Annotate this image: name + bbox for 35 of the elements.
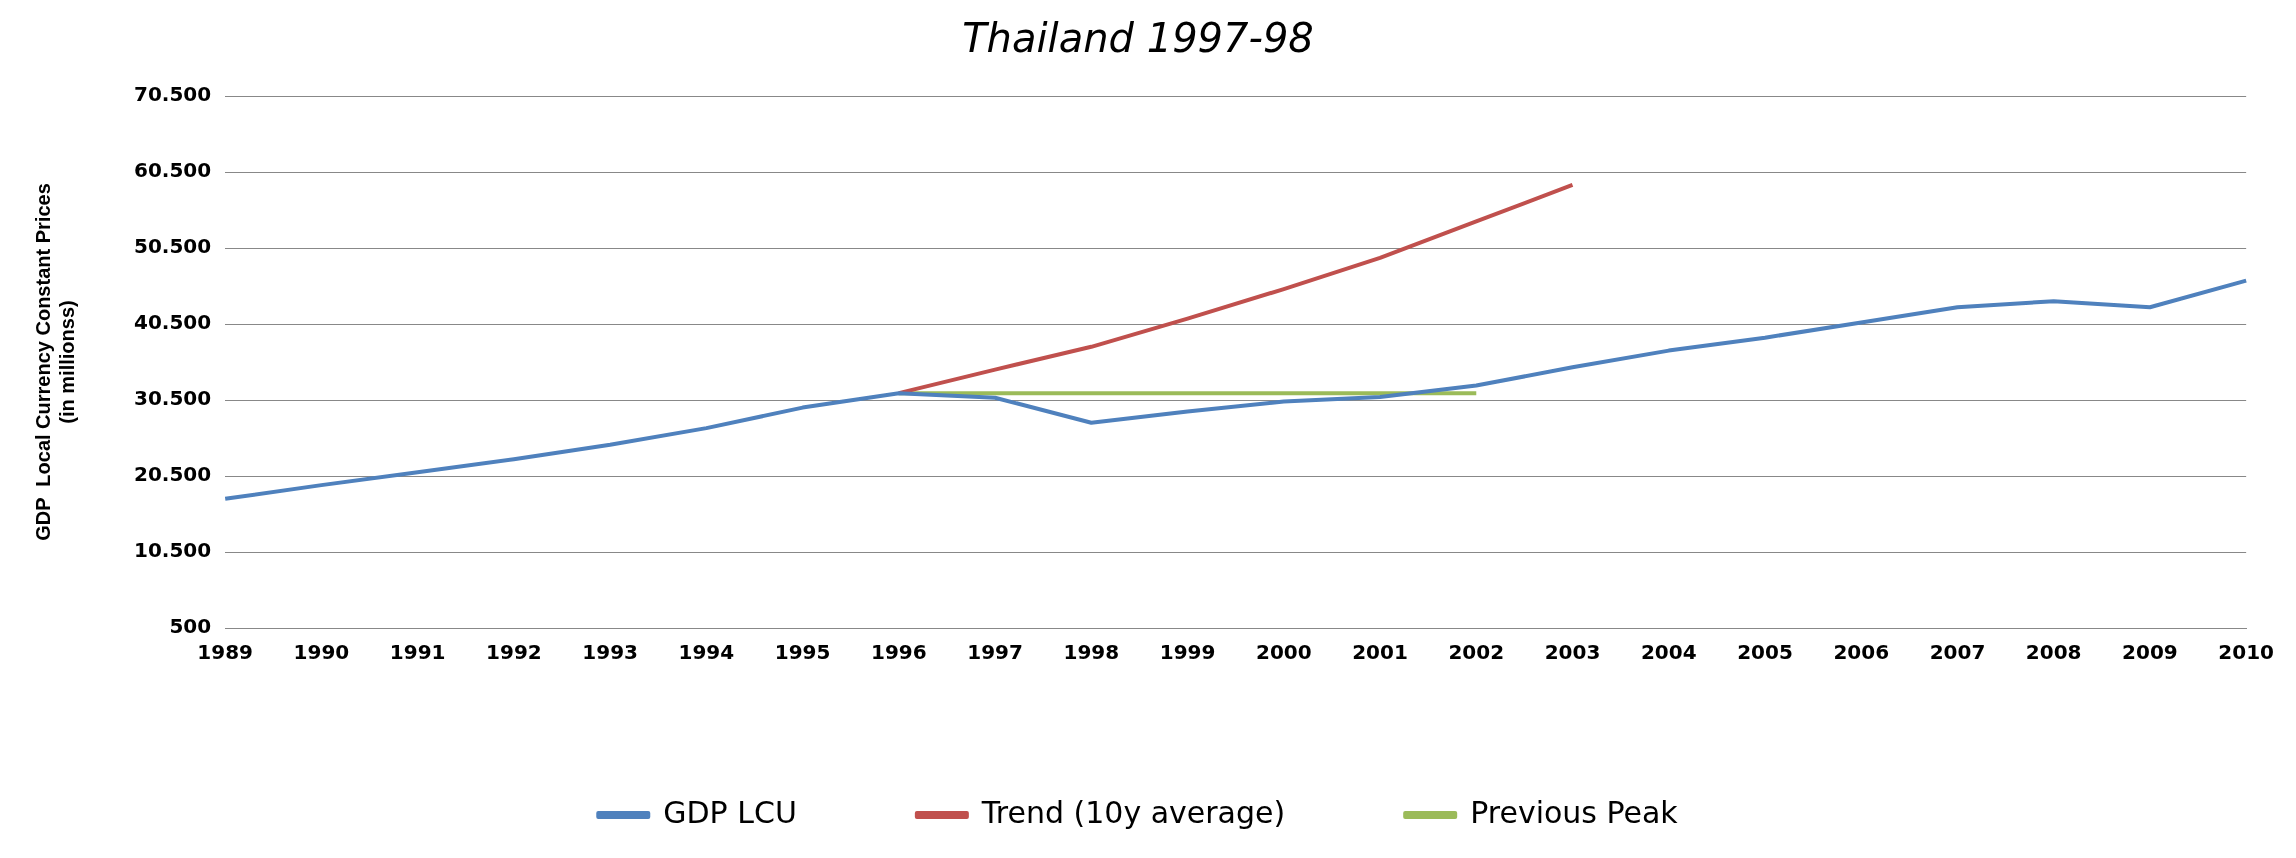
x-tick-label: 1997 [967,640,1023,665]
legend-label: Previous Peak [1470,794,1679,830]
y-tick-label: 40.500 [133,310,212,335]
x-tick-label: 2002 [1448,640,1505,665]
x-tick-label: 2004 [1640,640,1697,665]
x-tick-label: 2000 [1255,640,1312,665]
x-tick-label: 1992 [486,640,542,665]
y-tick-label: 500 [169,614,212,639]
x-tick-label: 1990 [293,640,350,665]
chart-title: Thailand 1997-98 [962,15,1314,62]
x-tick-label: 1996 [871,640,927,665]
x-tick-label: 1991 [389,640,446,665]
y-axis-title: GDP Local Currency Constant Prices (in millionss) [31,183,78,541]
y-tick-label: 30.500 [133,386,212,411]
x-tick-label: 2005 [1737,640,1793,665]
y-tick-label: 50.500 [133,234,212,259]
y-tick-label: 10.500 [133,538,212,563]
x-tick-label: 2006 [1833,640,1890,665]
y-tick-label: 70.500 [133,82,212,107]
x-tick-label: 1999 [1159,640,1216,665]
legend-label: Trend (10y average) [980,794,1286,830]
x-tick-label: 1989 [197,640,254,665]
legend-label: GDP LCU [663,794,797,830]
x-tick-label: 2009 [2122,640,2178,665]
x-tick-label: 1998 [1063,640,1120,665]
x-tick-label: 2001 [1352,640,1408,665]
y-tick-label: 20.500 [133,462,212,487]
x-tick-label: 2010 [2218,640,2274,665]
x-tick-label: 2008 [2025,640,2082,665]
x-tick-label: 2007 [1929,640,1986,665]
y-tick-label: 60.500 [133,158,212,183]
x-tick-label: 1995 [774,640,831,665]
x-tick-label: 1993 [582,640,638,665]
x-tick-label: 2003 [1544,640,1601,665]
x-tick-label: 1994 [678,640,735,665]
